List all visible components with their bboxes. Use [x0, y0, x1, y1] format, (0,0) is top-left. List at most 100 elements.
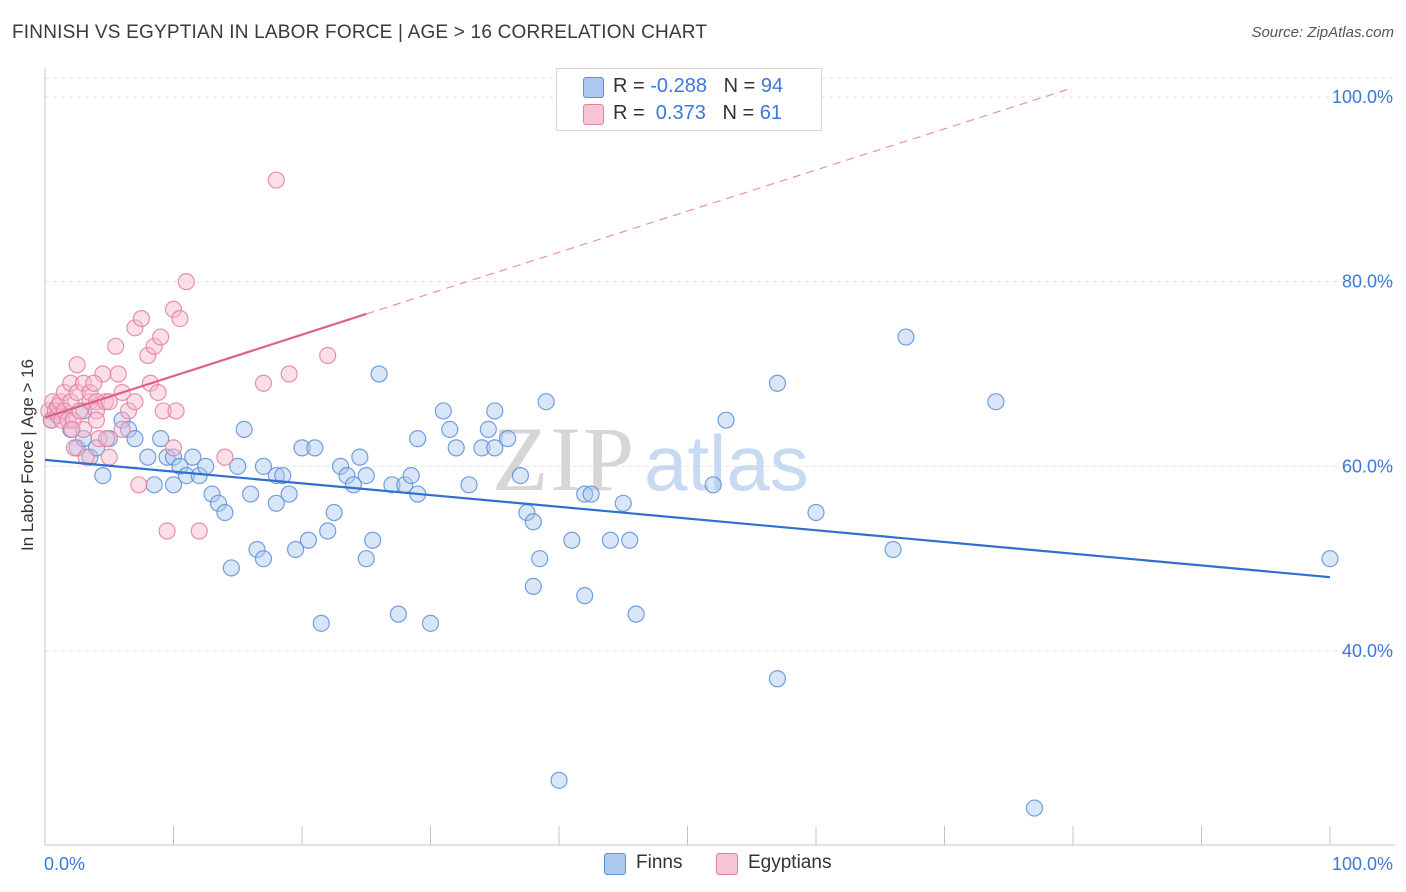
egyptians-point — [109, 365, 127, 383]
finns-point — [235, 420, 253, 439]
egyptians-point — [164, 439, 183, 457]
legend-row-finns: R = -0.288 N = 94 — [583, 75, 783, 101]
finns-point — [254, 550, 273, 568]
finns-point — [550, 771, 568, 789]
egyptians-point — [154, 402, 172, 420]
finns-point — [171, 457, 189, 475]
egyptians-point — [63, 420, 81, 439]
egyptians-n-value: 61 — [759, 102, 783, 124]
finns-point — [402, 466, 420, 485]
finns-point — [319, 522, 337, 540]
finns-swatch — [583, 77, 604, 98]
egyptians-point — [139, 346, 157, 365]
finns-point — [511, 466, 530, 485]
legend-row-egyptians: R = 0.373 N = 61 — [583, 102, 782, 128]
y-tick-label: 80.0% — [1342, 272, 1393, 292]
finns-point — [312, 614, 330, 632]
finns-point — [184, 448, 202, 466]
egyptians-point — [158, 522, 176, 540]
finns-point — [254, 457, 273, 475]
egyptians-point — [149, 383, 167, 402]
watermark-atlas: atlas — [644, 419, 809, 507]
finns-point — [524, 513, 542, 531]
finns-point — [576, 485, 594, 503]
finns-point — [145, 476, 163, 494]
finns-point — [286, 540, 305, 559]
finns-point — [389, 605, 407, 623]
finns-point — [582, 485, 600, 503]
finns-point — [299, 531, 318, 549]
finns-point — [441, 420, 459, 439]
egyptians-point — [280, 365, 298, 383]
egyptians-point — [68, 356, 86, 374]
y-tick-label: 100.0% — [1332, 87, 1393, 107]
finns-point — [216, 503, 234, 522]
finns-point — [421, 614, 440, 632]
finns-point — [267, 494, 285, 512]
egyptians-point — [98, 430, 116, 448]
finns-point — [614, 494, 632, 512]
finns-point — [807, 503, 825, 522]
source-credit: Source: ZipAtlas.com — [1251, 24, 1394, 41]
egyptians-point — [113, 420, 131, 439]
finns-point — [621, 531, 639, 549]
trend-layer — [44, 87, 1331, 579]
finns-point — [306, 439, 324, 457]
finns-point — [139, 448, 157, 466]
egyptians-point — [100, 448, 118, 466]
egyptians-trend-extension — [366, 87, 1074, 315]
finns-point — [331, 457, 350, 475]
finns-point — [357, 550, 375, 568]
finns-point — [1025, 799, 1044, 817]
finns-point — [717, 411, 735, 429]
finns-point — [434, 402, 452, 420]
egyptians-point — [126, 319, 144, 337]
finns-point — [897, 328, 915, 346]
x-tick-label-max: 100.0% — [1332, 854, 1393, 874]
finns-point — [126, 430, 144, 448]
egyptians-point — [68, 383, 86, 402]
finns-point — [222, 559, 240, 577]
finns-point — [274, 466, 292, 485]
egyptians-point — [164, 300, 183, 318]
egyptians-legend-swatch — [716, 853, 738, 875]
finns-point — [370, 365, 388, 383]
egyptians-point — [81, 383, 99, 402]
finns-point — [152, 430, 170, 448]
finns-point — [338, 466, 356, 485]
egyptians-point — [177, 273, 195, 291]
egyptians-r-label: R = — [613, 102, 651, 124]
egyptians-point — [77, 448, 95, 466]
egyptians-point — [107, 337, 125, 355]
egyptians-point — [55, 383, 73, 402]
finns-r-label: R = — [613, 75, 651, 97]
y-tick-label: 40.0% — [1342, 641, 1393, 661]
finns-point — [164, 476, 183, 494]
egyptians-r-value: 0.373 — [650, 102, 706, 124]
egyptians-point — [145, 337, 163, 355]
finns-n-value: 94 — [760, 75, 784, 97]
finns-point — [486, 402, 504, 420]
egyptians-point — [132, 309, 150, 328]
finns-point — [229, 457, 247, 475]
finns-point — [576, 587, 594, 605]
finns-point — [325, 503, 343, 522]
finns-point — [486, 439, 504, 457]
finns-point — [209, 494, 228, 512]
finns-point — [768, 374, 787, 392]
finns-point — [479, 420, 497, 439]
egyptians-point — [126, 393, 144, 411]
finns-point — [499, 430, 517, 448]
finns-point — [293, 439, 311, 457]
finns-trend-line — [44, 458, 1331, 579]
finns-point — [473, 439, 491, 457]
finns-legend-swatch — [604, 853, 626, 875]
egyptians-point — [171, 309, 189, 328]
finns-point — [601, 531, 620, 549]
egyptians-point — [319, 346, 337, 365]
finns-point — [94, 466, 112, 485]
finns-point — [351, 448, 369, 466]
finns-r-value: -0.288 — [650, 75, 707, 97]
finns-point — [447, 439, 465, 457]
